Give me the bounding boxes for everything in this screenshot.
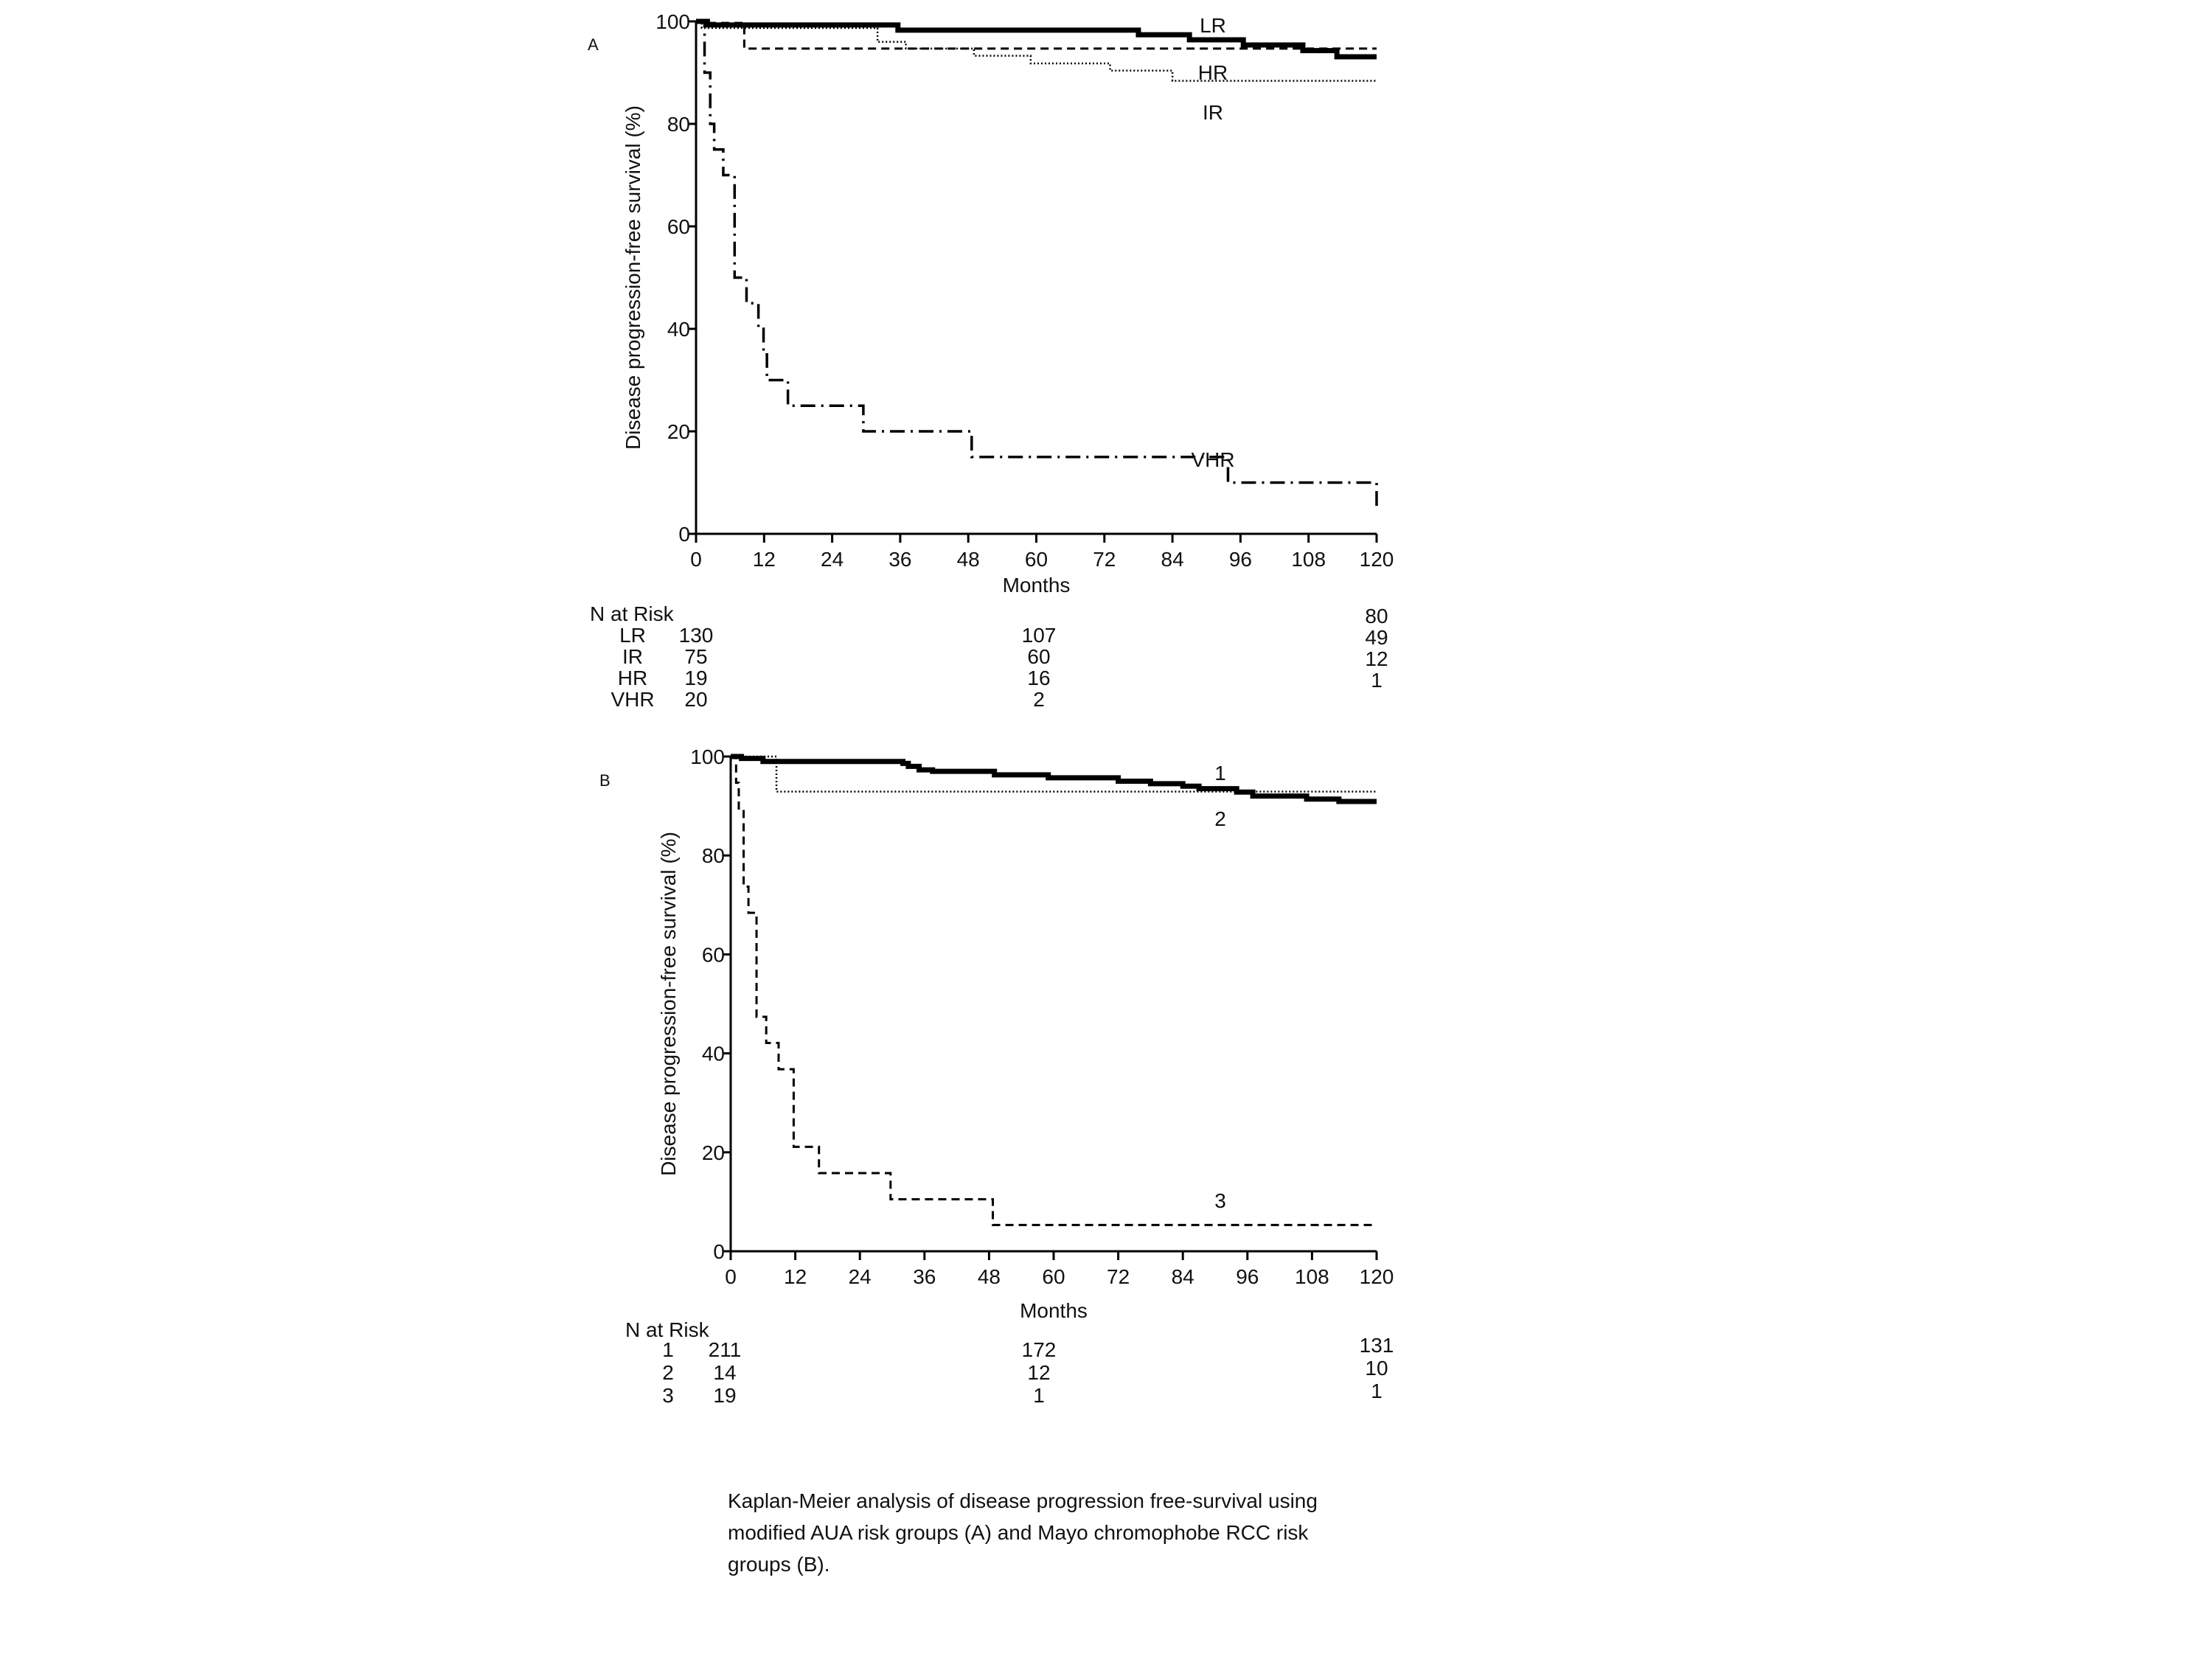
y-axis-label: Disease progression-free survival (%) [657,832,680,1176]
panel-label: B [599,771,611,790]
series-line-1 [731,754,1377,804]
risk-row-label: 1 [662,1338,674,1361]
y-tick-label: 40 [667,318,690,341]
risk-count: 1 [1033,1384,1045,1407]
x-tick-label: 0 [725,1265,737,1288]
x-axis-label: Months [1020,1299,1088,1322]
x-tick-label: 24 [849,1265,872,1288]
risk-count: 80 [1365,605,1388,627]
y-tick-label: 20 [702,1141,725,1164]
risk-count: 172 [1022,1338,1057,1361]
y-tick-label: 0 [713,1240,725,1263]
risk-count: 10 [1365,1357,1388,1380]
y-tick-label: 80 [667,113,690,136]
series-line-vhr [696,20,1378,509]
x-tick-label: 96 [1236,1265,1259,1288]
series-line-2 [731,755,1377,793]
risk-count: 107 [1022,624,1057,647]
series-line-ir [696,20,1377,82]
x-tick-label: 60 [1042,1265,1065,1288]
x-tick-label: 48 [957,548,980,571]
risk-count: 16 [1027,667,1050,689]
risk-row-label: 2 [662,1361,674,1384]
series-annotation: 3 [1214,1189,1226,1212]
x-tick-label: 84 [1161,548,1184,571]
risk-count: 19 [684,667,707,689]
series-annotation: 1 [1214,762,1226,785]
caption-line: groups (B). [728,1553,830,1576]
figure-caption: Kaplan-Meier analysis of disease progres… [728,1489,1318,1576]
x-tick-label: 48 [978,1265,1001,1288]
risk-count: 19 [713,1384,736,1407]
y-tick-label: 100 [690,745,725,768]
series-annotation: HR [1198,61,1228,84]
risk-count: 12 [1027,1361,1050,1384]
risk-count: 49 [1365,626,1388,649]
risk-table-header: N at Risk [625,1318,710,1341]
series-line-lr [696,18,1377,60]
risk-count: 1 [1371,1380,1382,1402]
risk-row-label: VHR [611,688,654,711]
risk-row-label: IR [622,645,643,668]
series-annotation: VHR [1191,448,1234,471]
risk-count: 75 [684,645,707,668]
x-axis-label: Months [1003,574,1071,597]
x-tick-label: 36 [913,1265,936,1288]
x-tick-label: 108 [1291,548,1326,571]
x-tick-label: 12 [784,1265,807,1288]
y-tick-label: 60 [702,943,725,966]
risk-count: 20 [684,688,707,711]
risk-row-label: HR [618,667,647,689]
risk-count: 131 [1360,1334,1394,1357]
y-tick-label: 80 [702,844,725,867]
caption-line: modified AUA risk groups (A) and Mayo ch… [728,1521,1309,1544]
panel-label: A [588,35,599,54]
x-tick-label: 96 [1229,548,1252,571]
x-tick-label: 72 [1107,1265,1130,1288]
y-tick-label: 60 [667,215,690,238]
x-tick-label: 12 [753,548,776,571]
risk-row-label: LR [619,624,646,647]
series-annotation: 2 [1214,807,1226,830]
risk-count: 211 [709,1338,742,1361]
risk-count: 12 [1365,647,1388,670]
x-tick-label: 60 [1025,548,1048,571]
x-tick-label: 36 [888,548,911,571]
risk-row-label: 3 [662,1384,674,1407]
y-tick-label: 20 [667,420,690,443]
risk-count: 2 [1033,688,1045,711]
y-tick-label: 40 [702,1043,725,1065]
series-annotation: LR [1200,14,1226,37]
x-tick-label: 24 [821,548,844,571]
y-tick-label: 0 [678,523,690,546]
caption-line: Kaplan-Meier analysis of disease progres… [728,1489,1318,1512]
risk-count: 1 [1371,669,1382,692]
risk-count: 130 [679,624,714,647]
x-tick-label: 0 [690,548,702,571]
y-axis-label: Disease progression-free survival (%) [622,105,644,450]
series-annotation: IR [1203,101,1223,124]
x-tick-label: 120 [1360,548,1394,571]
x-tick-label: 120 [1360,1265,1394,1288]
series-line-3 [731,755,1377,1226]
risk-count: 14 [713,1361,736,1384]
x-tick-label: 72 [1093,548,1116,571]
y-tick-label: 100 [655,10,690,33]
x-tick-label: 84 [1172,1265,1194,1288]
risk-count: 60 [1027,645,1050,668]
x-tick-label: 108 [1295,1265,1329,1288]
risk-table-header: N at Risk [590,602,675,625]
